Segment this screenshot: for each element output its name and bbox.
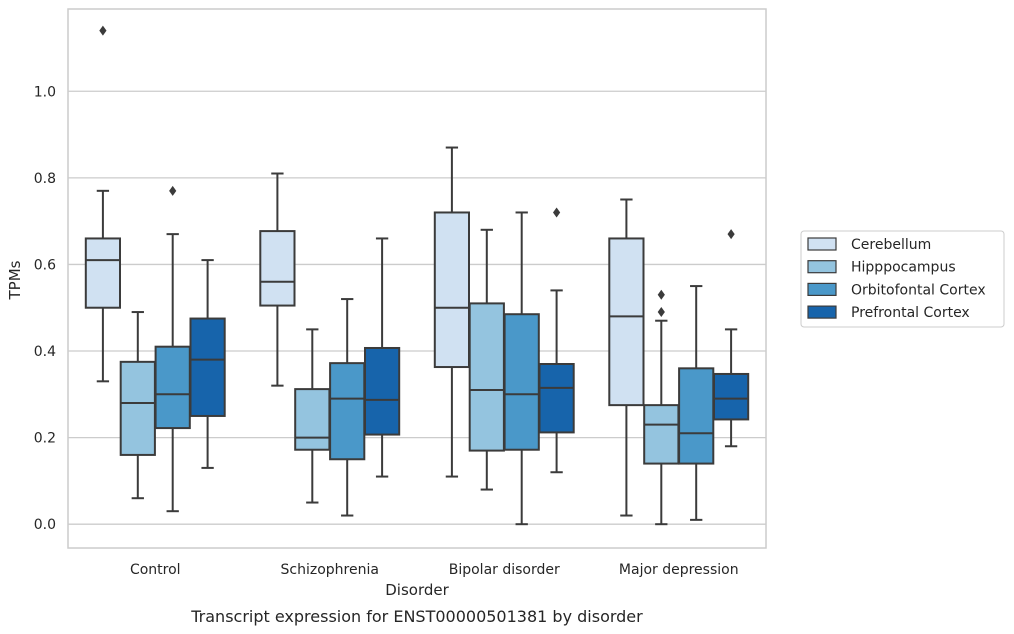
- legend-swatch: [807, 305, 837, 319]
- box-iqr: [363, 346, 401, 436]
- box-iqr: [84, 237, 122, 309]
- box-iqr: [608, 237, 645, 407]
- legend-entry-label: Orbitofontal Cortex: [851, 282, 986, 298]
- y-tick-label: 0.4: [34, 344, 56, 360]
- x-tick-label: Control: [130, 562, 181, 578]
- outlier-point: [553, 207, 561, 218]
- outlier-point: [169, 185, 177, 196]
- box-0-2: [154, 185, 191, 513]
- box-3-1: [643, 289, 680, 526]
- legend-swatch: [807, 260, 837, 274]
- box-0-0: [84, 25, 122, 383]
- box-1-1: [294, 328, 331, 504]
- box-1-2: [329, 298, 366, 517]
- box-iqr: [643, 404, 680, 465]
- legend-frame: [800, 230, 1005, 328]
- box-0-1: [119, 311, 156, 500]
- box-iqr: [154, 345, 191, 430]
- box-1-3: [363, 237, 401, 478]
- chart-caption: Transcript expression for ENST0000050138…: [190, 607, 643, 626]
- outlier-point: [99, 25, 107, 36]
- y-tick-label: 0.6: [34, 257, 56, 273]
- box-iqr: [678, 367, 715, 465]
- outlier-point: [657, 307, 665, 318]
- box-2-1: [468, 228, 505, 491]
- y-axis-label: TPMs: [6, 260, 24, 300]
- legend-swatch: [807, 282, 837, 296]
- box-plots: [84, 25, 750, 526]
- outlier-point: [727, 229, 735, 240]
- box-iqr: [119, 360, 156, 456]
- box-iqr: [294, 388, 331, 451]
- box-iqr: [433, 211, 471, 369]
- x-axis-label: Disorder: [385, 581, 449, 599]
- box-1-0: [259, 172, 296, 387]
- box-iqr: [329, 362, 366, 461]
- x-axis-ticks: Control Schizophrenia Bipolar disorder Majo…: [130, 562, 739, 578]
- x-tick-label: Schizophrenia: [281, 562, 379, 578]
- box-0-3: [189, 259, 226, 469]
- legend-entry-label: Hipppocampus: [851, 260, 956, 276]
- box-3-3: [712, 229, 750, 448]
- box-2-3: [538, 207, 575, 474]
- box-iqr: [468, 302, 505, 452]
- legend-swatch: [807, 237, 837, 251]
- box-iqr: [538, 363, 575, 434]
- y-tick-label: 0.2: [34, 431, 56, 447]
- box-3-0: [608, 198, 645, 517]
- x-tick-label: Bipolar disorder: [449, 562, 560, 578]
- legend-entry-label: Prefrontal Cortex: [851, 305, 970, 321]
- legend: Cerebellum Hipppocampus Orbitofontal Corte…: [800, 230, 1005, 328]
- plot-frame: [67, 8, 767, 549]
- box-iqr: [189, 317, 226, 417]
- y-axis-ticks: 0.0 0.2 0.4 0.6 0.8 1.0: [34, 84, 56, 533]
- y-tick-label: 0.8: [34, 171, 56, 187]
- y-tick-label: 0.0: [34, 517, 56, 533]
- x-tick-label: Major depression: [619, 562, 739, 578]
- box-2-2: [503, 211, 540, 526]
- box-iqr: [712, 372, 750, 421]
- y-tick-label: 1.0: [34, 84, 56, 100]
- box-2-0: [433, 146, 471, 478]
- box-iqr: [503, 313, 540, 451]
- legend-entry-label: Cerebellum: [851, 237, 931, 253]
- outlier-point: [657, 289, 665, 300]
- box-iqr: [259, 230, 296, 307]
- box-3-2: [678, 285, 715, 521]
